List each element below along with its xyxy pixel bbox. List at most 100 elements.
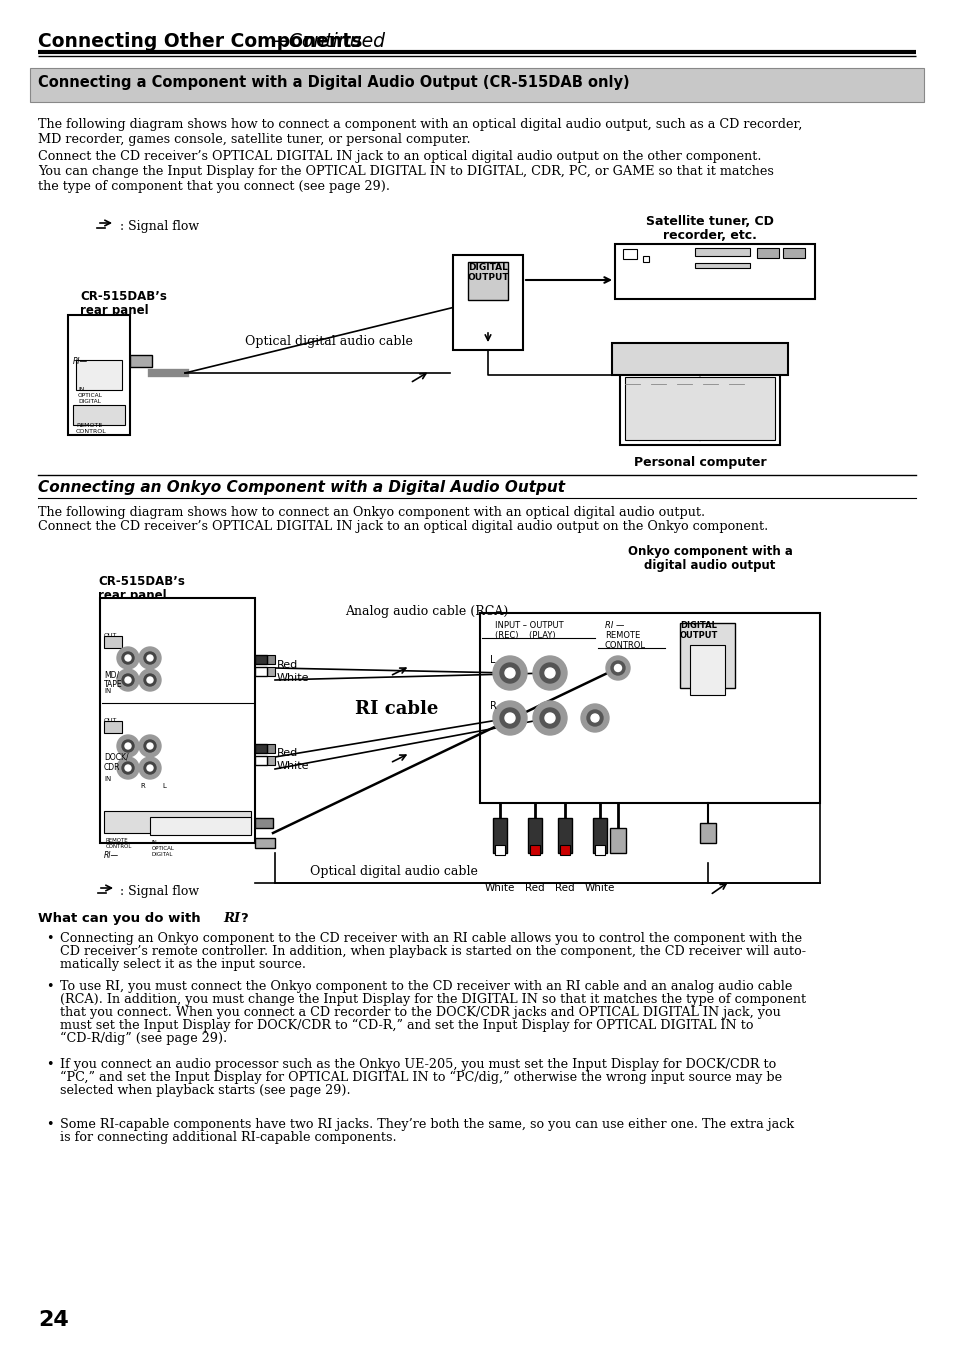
Circle shape <box>586 710 602 727</box>
Circle shape <box>117 735 139 758</box>
Bar <box>254 756 267 766</box>
Bar <box>267 655 274 665</box>
Circle shape <box>493 656 526 690</box>
Text: L: L <box>162 783 166 789</box>
Bar <box>695 263 749 268</box>
Text: INPUT – OUTPUT: INPUT – OUTPUT <box>495 621 563 630</box>
Circle shape <box>147 655 152 661</box>
Circle shape <box>139 647 161 669</box>
Text: selected when playback starts (see page 29).: selected when playback starts (see page … <box>60 1084 351 1097</box>
Text: recorder, etc.: recorder, etc. <box>662 229 756 243</box>
Text: IN: IN <box>104 776 112 782</box>
Circle shape <box>493 701 526 735</box>
Text: Red: Red <box>555 883 575 892</box>
Text: RI—: RI— <box>73 357 88 367</box>
Circle shape <box>122 652 133 665</box>
Circle shape <box>147 766 152 771</box>
Text: OUT: OUT <box>104 634 117 638</box>
Text: (REC)    (PLAY): (REC) (PLAY) <box>495 631 555 640</box>
Text: Optical digital audio cable: Optical digital audio cable <box>310 865 477 878</box>
Text: (RCA). In addition, you must change the Input Display for the DIGITAL IN so that: (RCA). In addition, you must change the … <box>60 993 805 1006</box>
Bar <box>479 803 820 813</box>
Text: that you connect. When you connect a CD recorder to the DOCK/CDR jacks and OPTIC: that you connect. When you connect a CD … <box>60 1006 780 1019</box>
Bar <box>30 67 923 102</box>
Text: Satellite tuner, CD: Satellite tuner, CD <box>645 214 773 228</box>
Circle shape <box>533 656 566 690</box>
Bar <box>558 818 572 853</box>
Circle shape <box>125 743 131 749</box>
Text: OUT: OUT <box>104 718 117 723</box>
Circle shape <box>139 735 161 758</box>
Bar <box>267 756 274 766</box>
Text: CD receiver’s remote controller. In addition, when playback is started on the co: CD receiver’s remote controller. In addi… <box>60 945 805 958</box>
Bar <box>530 845 539 855</box>
Bar <box>559 845 569 855</box>
Bar <box>624 376 774 439</box>
Text: •: • <box>46 1117 53 1131</box>
Bar <box>782 248 804 257</box>
Text: rear panel: rear panel <box>98 589 167 603</box>
Circle shape <box>117 669 139 692</box>
Circle shape <box>125 677 131 683</box>
Text: Red: Red <box>276 748 298 758</box>
Bar <box>150 817 251 834</box>
Circle shape <box>544 713 555 723</box>
Text: R: R <box>490 701 497 710</box>
Bar <box>679 623 734 687</box>
Text: REMOTE
CONTROL: REMOTE CONTROL <box>106 838 132 849</box>
Circle shape <box>499 708 519 728</box>
Text: ?: ? <box>240 913 248 925</box>
Text: •: • <box>46 931 53 945</box>
Bar <box>609 828 625 853</box>
Text: If you connect an audio processor such as the Onkyo UE-205, you must set the Inp: If you connect an audio processor such a… <box>60 1058 776 1072</box>
Circle shape <box>125 655 131 661</box>
Bar <box>527 818 541 853</box>
Bar <box>453 255 522 350</box>
Text: matically select it as the input source.: matically select it as the input source. <box>60 958 306 971</box>
Circle shape <box>533 701 566 735</box>
Bar <box>593 818 606 853</box>
Circle shape <box>144 740 156 752</box>
Bar <box>642 256 648 262</box>
Text: MD recorder, games console, satellite tuner, or personal computer.: MD recorder, games console, satellite tu… <box>38 133 470 146</box>
Text: RI: RI <box>223 913 240 925</box>
Bar <box>619 372 780 445</box>
Bar <box>104 811 251 833</box>
Bar <box>595 845 604 855</box>
Bar <box>495 845 504 855</box>
Text: RI cable: RI cable <box>355 700 438 718</box>
Circle shape <box>144 652 156 665</box>
Bar <box>104 636 122 648</box>
Text: rear panel: rear panel <box>80 305 149 317</box>
Bar <box>254 818 273 828</box>
Text: Red: Red <box>276 661 298 670</box>
Text: : Signal flow: : Signal flow <box>120 220 199 233</box>
Bar <box>689 644 724 696</box>
Bar <box>479 613 820 803</box>
Circle shape <box>610 661 624 675</box>
Circle shape <box>147 743 152 749</box>
Circle shape <box>614 665 620 671</box>
Circle shape <box>139 669 161 692</box>
Circle shape <box>539 663 559 683</box>
Bar <box>493 818 506 853</box>
Text: DIGITAL: DIGITAL <box>679 621 716 630</box>
Text: To use RI, you must connect the Onkyo component to the CD receiver with an RI ca: To use RI, you must connect the Onkyo co… <box>60 980 792 993</box>
Text: Connect the CD receiver’s OPTICAL DIGITAL IN jack to an optical digital audio ou: Connect the CD receiver’s OPTICAL DIGITA… <box>38 150 760 163</box>
Bar <box>622 249 637 259</box>
Text: Connect the CD receiver’s OPTICAL DIGITAL IN jack to an optical digital audio ou: Connect the CD receiver’s OPTICAL DIGITA… <box>38 520 767 532</box>
Circle shape <box>125 766 131 771</box>
Circle shape <box>544 669 555 678</box>
Bar <box>76 360 122 390</box>
Bar <box>468 262 507 301</box>
Text: : Signal flow: : Signal flow <box>120 886 199 898</box>
Text: “CD-R/dig” (see page 29).: “CD-R/dig” (see page 29). <box>60 1033 227 1045</box>
Text: Onkyo component with a: Onkyo component with a <box>627 545 792 558</box>
Text: Analog audio cable (RCA): Analog audio cable (RCA) <box>345 605 508 617</box>
Circle shape <box>117 758 139 779</box>
Circle shape <box>122 674 133 686</box>
Text: L: L <box>490 655 495 665</box>
Bar <box>757 248 779 257</box>
Text: “PC,” and set the Input Display for OPTICAL DIGITAL IN to “PC/dig,” otherwise th: “PC,” and set the Input Display for OPTI… <box>60 1072 781 1084</box>
Text: —Continued: —Continued <box>270 32 385 51</box>
